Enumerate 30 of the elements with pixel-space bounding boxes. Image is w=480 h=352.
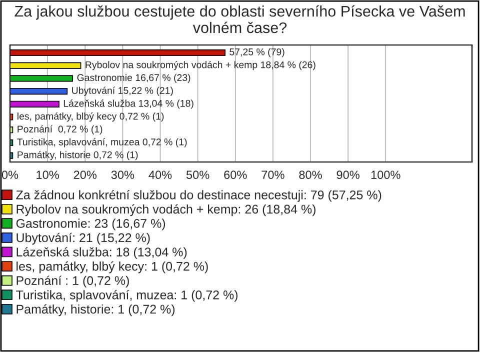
x-tick-label: 10% xyxy=(36,170,59,180)
chart-title: Za jakou službou cestujete do oblasti severního Písecka ve Vašem volném čase? xyxy=(14,5,465,34)
data-label: Památky, historie 0,72 % (1) xyxy=(18,150,138,160)
x-tick-label: 50% xyxy=(186,170,210,180)
x-tick-label: 80% xyxy=(299,170,322,180)
data-label: Lázeňská služba 13,04 % (18) xyxy=(64,100,194,109)
legend-label: Rybolov na soukromých vodách + kemp: 26 (18,84 %) xyxy=(16,204,316,216)
data-label: les, památky, blbý kecy 0,72 % (1) xyxy=(18,112,164,122)
legend-label: Památky, historie: 1 (0,72 %) xyxy=(16,304,175,316)
legend-label: Lázeňská služba: 18 (13,04 %) xyxy=(16,247,187,259)
data-label: Gastronomie 16,67 % (23) xyxy=(77,74,190,83)
data-label: Turistika, splavování, muzea 0,72 % (1) xyxy=(17,138,187,148)
legend-label: Poznání : 1 (0,72 %) xyxy=(16,276,129,288)
legend-label: les, památky, blbý kecy: 1 (0,72 %) xyxy=(16,261,208,274)
x-tick-label: 60% xyxy=(224,170,247,180)
legend-label: Za žádnou konkrétní službou do destinace necestuji: 79 (57,25 %) xyxy=(16,190,382,202)
x-tick-label: 30% xyxy=(111,170,134,180)
x-tick-label: 0% xyxy=(2,170,18,180)
legend-label: Gastronomie: 23 (16,67 %) xyxy=(16,218,166,230)
data-label: Poznání 0,72 % (1) xyxy=(18,125,102,134)
x-tick-label: 100% xyxy=(371,170,400,180)
x-tick-label: 20% xyxy=(74,170,97,180)
x-tick-label: 70% xyxy=(262,170,284,180)
legend-label: Ubytování: 21 (15,22 %) xyxy=(16,232,150,245)
data-label: Rybolov na soukromých vodách + kemp 18,84 % (26) xyxy=(86,60,316,70)
data-label: 57,25 % (79) xyxy=(230,48,284,58)
data-label: Ubytování 15,22 % (21) xyxy=(72,86,173,96)
legend-label: Turistika, splavování, muzea: 1 (0,72 %) xyxy=(16,290,238,302)
x-tick-label: 90% xyxy=(336,170,360,180)
x-tick-label: 40% xyxy=(148,170,172,180)
